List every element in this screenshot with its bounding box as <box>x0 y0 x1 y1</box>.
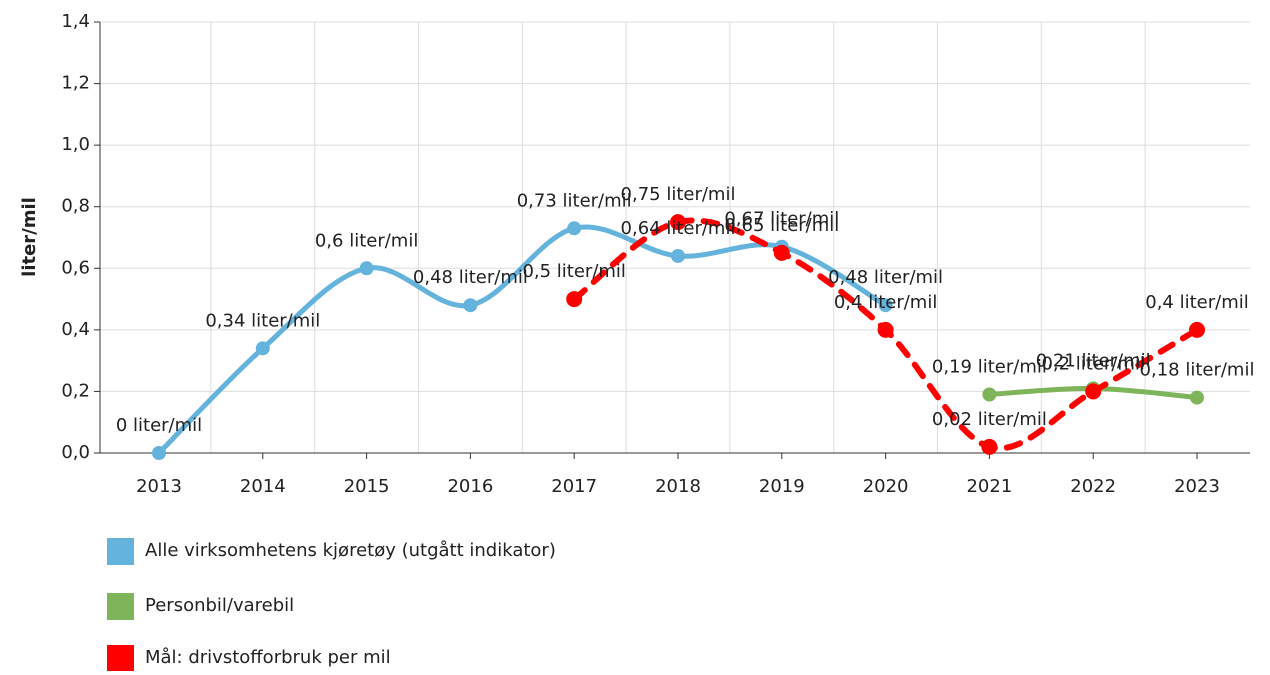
data-label: 0,67 liter/mil <box>724 209 839 230</box>
point <box>671 248 685 263</box>
data-label: 0,21 liter/mil <box>1036 350 1151 371</box>
point <box>359 261 374 276</box>
point <box>1085 383 1102 400</box>
data-label: 0,73 liter/mil <box>517 190 632 211</box>
point <box>773 244 790 261</box>
x-tick-label: 2016 <box>447 476 493 497</box>
data-label: 0,6 liter/mil <box>315 230 418 251</box>
point <box>1190 390 1204 405</box>
data-label: 0,34 liter/mil <box>205 310 320 331</box>
x-tick-label: 2015 <box>344 476 390 497</box>
x-tick-label: 2014 <box>240 476 286 497</box>
x-tick-label: 2021 <box>966 476 1012 497</box>
legend-label: Personbil/varebil <box>145 595 294 616</box>
data-label: 0,48 liter/mil <box>828 267 943 288</box>
y-tick-label: 0,8 <box>61 196 90 217</box>
point <box>1189 321 1205 338</box>
legend-swatch <box>107 538 134 565</box>
point <box>255 341 270 356</box>
y-tick-label: 1,0 <box>61 134 90 155</box>
legend-swatch <box>107 593 134 620</box>
point <box>878 298 893 313</box>
x-tick-label: 2013 <box>136 476 182 497</box>
x-tick-label: 2017 <box>551 476 597 497</box>
point <box>982 387 997 402</box>
y-tick-label: 1,2 <box>61 73 90 94</box>
point <box>670 214 686 231</box>
data-label: 0,18 liter/mil <box>1140 360 1255 381</box>
data-label: 0,2 liter/mil <box>1041 353 1144 374</box>
data-label: 0,64 liter/mil <box>621 218 736 239</box>
point <box>567 221 582 236</box>
data-label: 0,75 liter/mil <box>621 184 736 205</box>
x-tick-label: 2022 <box>1070 476 1116 497</box>
y-tick-label: 1,4 <box>61 11 90 32</box>
point <box>981 438 998 455</box>
point <box>463 298 478 313</box>
y-tick-label: 0,6 <box>61 257 90 278</box>
y-tick-label: 0,4 <box>61 319 90 340</box>
data-label: 0 liter/mil <box>116 415 202 436</box>
data-label: 0,65 liter/mil <box>724 215 839 236</box>
data-label: 0,02 liter/mil <box>932 409 1047 430</box>
data-label: 0,5 liter/mil <box>522 261 625 282</box>
legend-label: Mål: drivstofforbruk per mil <box>145 647 391 668</box>
x-tick-label: 2018 <box>655 476 701 497</box>
y-axis-label: liter/mil <box>19 197 40 277</box>
legend-swatch <box>107 645 134 672</box>
point <box>566 291 583 308</box>
x-tick-label: 2020 <box>863 476 909 497</box>
x-tick-label: 2019 <box>759 476 805 497</box>
data-label: 0,4 liter/mil <box>1145 292 1248 313</box>
data-label: 0,19 liter/mil <box>932 357 1047 378</box>
legend-label: Alle virksomhetens kjøretøy (utgått indi… <box>145 540 556 561</box>
x-tick-label: 2023 <box>1174 476 1220 497</box>
y-tick-label: 0,2 <box>61 380 90 401</box>
point <box>877 321 894 338</box>
data-label: 0,48 liter/mil <box>413 267 528 288</box>
data-label: 0,4 liter/mil <box>834 292 937 313</box>
y-tick-label: 0,0 <box>61 442 90 463</box>
point <box>152 446 166 460</box>
